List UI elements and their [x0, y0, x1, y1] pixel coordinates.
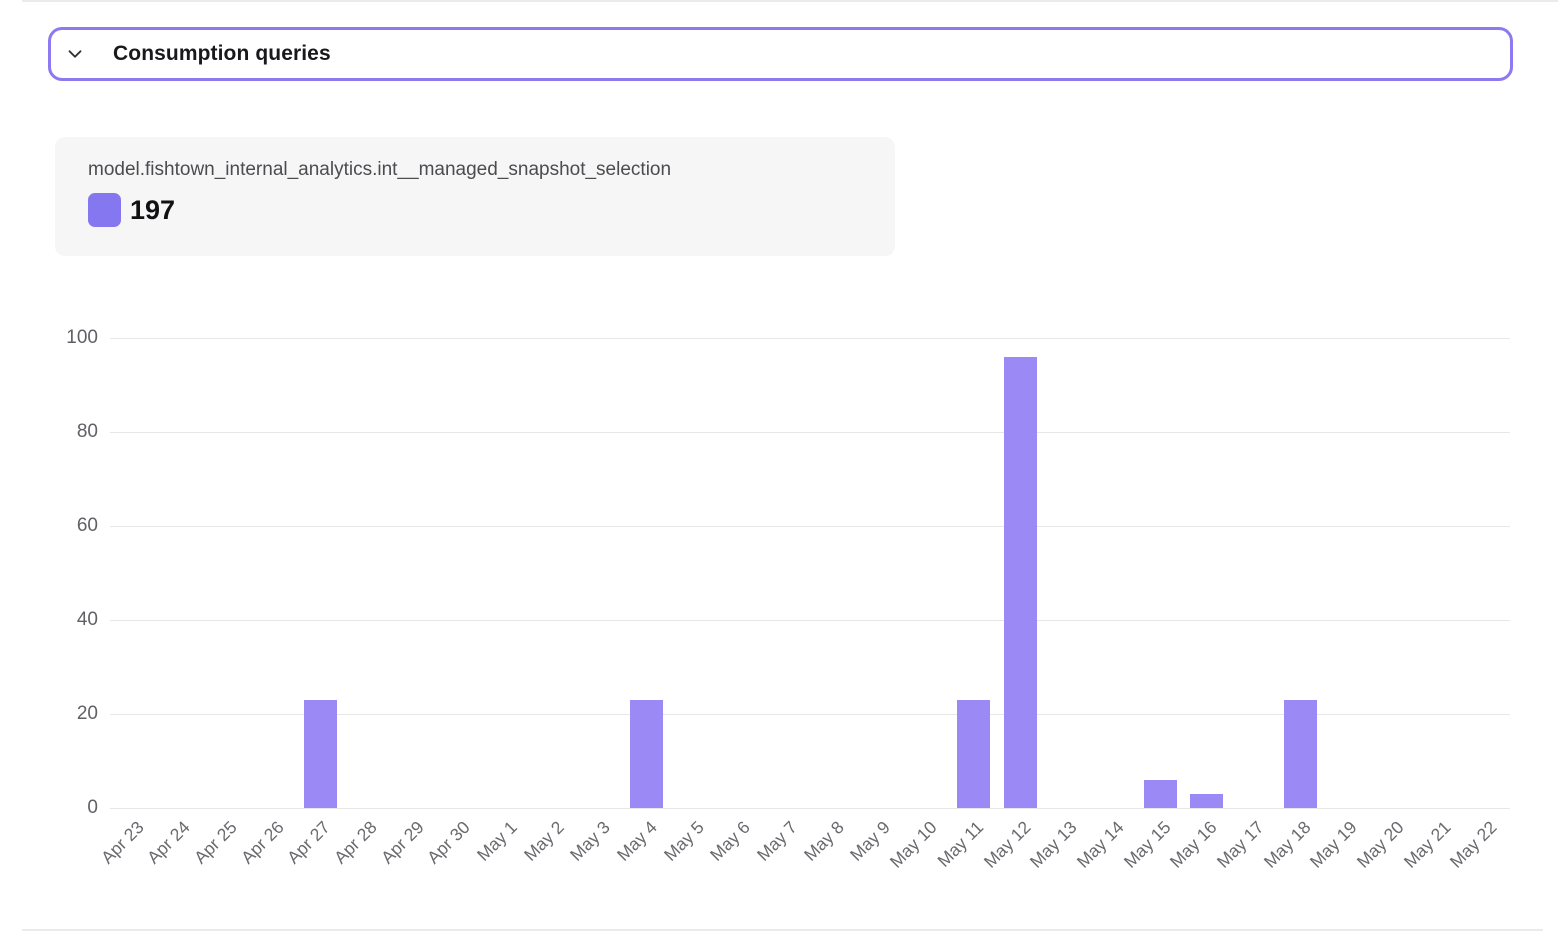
bar-slot — [1370, 338, 1417, 808]
gridline — [110, 526, 1510, 527]
series-total-row: 197 — [88, 193, 863, 227]
bar-slot — [577, 338, 624, 808]
bar-slot — [810, 338, 857, 808]
bar-slot — [1183, 338, 1230, 808]
bar-may-18[interactable] — [1283, 699, 1317, 808]
bar-apr-27[interactable] — [303, 699, 337, 808]
y-axis-tick-label: 80 — [76, 421, 98, 442]
bar-may-11[interactable] — [956, 699, 990, 808]
bar-slot — [157, 338, 204, 808]
x-axis-tick-label: Apr 27 — [283, 817, 335, 868]
bar-slot — [1043, 338, 1090, 808]
x-axis-tick-label: May 2 — [519, 817, 568, 865]
x-axis-tick-label: Apr 26 — [236, 817, 288, 868]
x-axis-tick-label: May 7 — [752, 817, 801, 865]
gridline — [110, 714, 1510, 715]
x-axis-tick-label: Apr 25 — [190, 817, 241, 868]
x-axis-tick-label: May 4 — [612, 817, 661, 865]
bar-slot — [110, 338, 157, 808]
bar-slot — [437, 338, 484, 808]
x-axis-tick-label: May 19 — [1306, 817, 1361, 872]
series-name: model.fishtown_internal_analytics.int__m… — [88, 159, 672, 180]
series-summary-card: model.fishtown_internal_analytics.int__m… — [55, 137, 895, 256]
x-axis-tick-label: May 5 — [659, 817, 708, 865]
bar-slot — [717, 338, 764, 808]
x-axis-tick-label: Apr 28 — [330, 817, 381, 868]
x-axis-tick-label: May 3 — [566, 817, 615, 865]
x-axis-tick-label: Apr 24 — [143, 817, 195, 868]
bar-slot — [1277, 338, 1324, 808]
gridline — [110, 620, 1510, 621]
chevron-down-icon — [63, 42, 87, 66]
x-axis: Apr 23 Apr 24 Apr 25 Apr 26 Apr 27 Apr 28 Apr … — [97, 808, 1510, 923]
series-total-value: 197 — [130, 194, 176, 225]
top-divider — [22, 0, 1558, 2]
x-axis-tick-label: May 20 — [1352, 817, 1408, 872]
bar-slot — [1323, 338, 1370, 808]
bar-slot — [857, 338, 904, 808]
y-axis-tick-label: 60 — [76, 515, 98, 536]
bar-may-15[interactable] — [1143, 779, 1177, 808]
x-axis-tick-label: May 8 — [799, 817, 848, 865]
x-axis-tick-label: May 13 — [1026, 817, 1081, 872]
x-axis-tick-label: May 18 — [1259, 817, 1315, 872]
bar-slot — [670, 338, 717, 808]
x-axis-tick-label: Apr 30 — [423, 817, 475, 868]
bar-slot — [1090, 338, 1137, 808]
x-axis-tick-label: May 21 — [1399, 817, 1455, 872]
bar-slot — [297, 338, 344, 808]
bar-slot — [763, 338, 810, 808]
bar-chart: 0 20 40 60 80 100 Apr 23 Apr 24 Apr 25 Apr 26 Apr… — [66, 327, 1510, 872]
bar-may-4[interactable] — [630, 699, 664, 808]
x-axis-tick-label: Apr 29 — [376, 817, 428, 868]
chart-bars — [110, 338, 1510, 808]
bottom-divider — [22, 929, 1543, 931]
x-axis-tick-label: May 10 — [886, 817, 941, 872]
gridline — [110, 808, 1510, 809]
x-axis-tick-label: May 1 — [472, 817, 521, 865]
x-axis-tick-label: May 6 — [706, 817, 755, 865]
x-axis-tick-label: May 15 — [1119, 817, 1175, 872]
bar-slot — [1463, 338, 1510, 808]
bar-slot — [483, 338, 530, 808]
section-title: Consumption queries — [113, 42, 331, 65]
bar-slot — [903, 338, 950, 808]
x-axis-tick-label: May 16 — [1166, 817, 1221, 872]
gridline — [110, 432, 1510, 433]
bar-slot — [250, 338, 297, 808]
bar-may-12[interactable] — [1003, 356, 1037, 808]
x-axis-tick-label: May 22 — [1446, 817, 1501, 872]
x-axis-tick-label: May 12 — [979, 817, 1035, 872]
bar-slot — [997, 338, 1044, 808]
bar-slot — [343, 338, 390, 808]
x-axis-tick-label: Apr 23 — [96, 817, 148, 868]
y-axis-tick-label: 100 — [66, 327, 98, 348]
y-axis-tick-label: 0 — [87, 797, 98, 818]
bar-may-16[interactable] — [1190, 793, 1224, 808]
x-axis-tick-label: May 17 — [1212, 817, 1268, 872]
y-axis-tick-label: 20 — [76, 703, 98, 724]
gridline — [110, 338, 1510, 339]
x-axis-tick-label: May 11 — [933, 817, 988, 871]
series-color-swatch — [88, 193, 121, 227]
bar-slot — [390, 338, 437, 808]
bar-slot — [623, 338, 670, 808]
section-header-consumption-queries[interactable]: Consumption queries — [48, 27, 1513, 81]
x-axis-tick-label: May 14 — [1072, 817, 1128, 872]
bar-slot — [530, 338, 577, 808]
chart-grid: 0 20 40 60 80 100 — [66, 327, 1510, 818]
bar-slot — [950, 338, 997, 808]
bar-slot — [1137, 338, 1184, 808]
bar-slot — [1417, 338, 1464, 808]
bar-slot — [203, 338, 250, 808]
bar-slot — [1230, 338, 1277, 808]
y-axis-tick-label: 40 — [76, 609, 98, 630]
